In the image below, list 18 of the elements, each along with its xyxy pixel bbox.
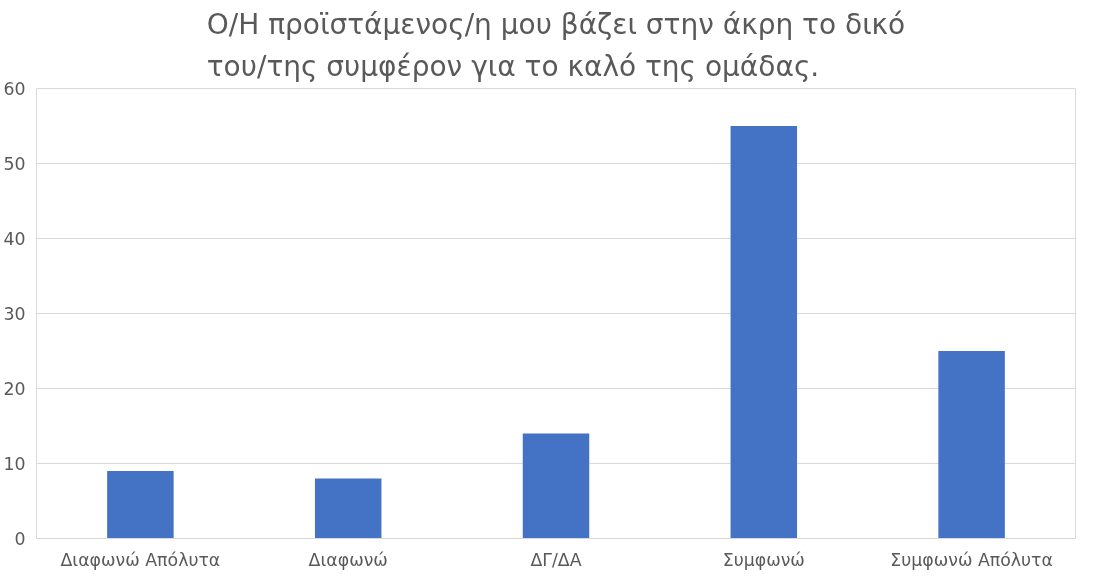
bar [522, 433, 590, 539]
y-tick-label: 50 [3, 154, 26, 174]
bar [314, 478, 382, 539]
x-tick-label: ΔΓ/ΔΑ [530, 549, 582, 570]
bar [730, 126, 798, 539]
x-tick-label: Διαφωνώ [308, 549, 388, 570]
y-tick-label: 20 [3, 379, 26, 399]
chart-title: Ο/Η προϊστάμενος/η μου βάζει στην άκρη το δικό του/της συμφέρον για το καλό της ομάδας. [206, 7, 906, 84]
bar [107, 471, 174, 539]
y-tick-label: 40 [3, 229, 26, 249]
y-tick-label: 60 [3, 79, 26, 99]
y-tick-label: 30 [3, 304, 26, 324]
bar [938, 351, 1005, 539]
y-tick-label: 0 [14, 529, 26, 549]
x-tick-label: Διαφωνώ Απόλυτα [60, 549, 221, 570]
x-tick-label: Συμφωνώ [722, 549, 805, 570]
x-tick-label: Συμφωνώ Απόλυτα [890, 549, 1053, 570]
y-tick-label: 10 [3, 454, 26, 474]
